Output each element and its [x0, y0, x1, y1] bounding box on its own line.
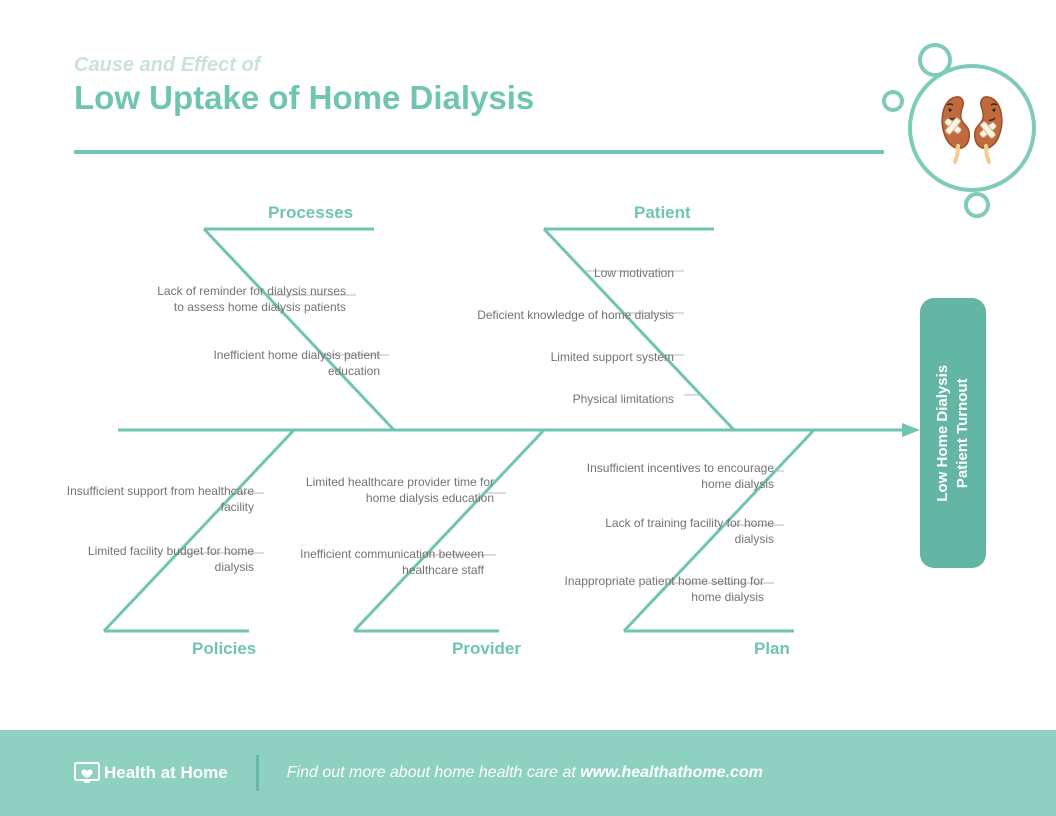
cause-text: Insufficient support from healthcare fac…	[54, 483, 254, 515]
effect-label: Low Home DialysisPatient Turnout	[933, 365, 974, 502]
category-label: Processes	[268, 203, 353, 223]
footer-divider	[256, 755, 259, 791]
cause-text: Insufficient incentives to encourage hom…	[574, 460, 774, 492]
kidney-icon	[908, 64, 1036, 192]
cause-text: Inefficient communication between health…	[284, 546, 484, 578]
footer-tagline: Find out more about home health care at …	[287, 764, 763, 782]
cause-text: Lack of reminder for dialysis nurses to …	[146, 283, 346, 315]
cause-text: Deficient knowledge of home dialysis	[474, 307, 674, 323]
cause-text: Physical limitations	[474, 391, 674, 407]
brand-name: Health at Home	[104, 763, 228, 783]
cause-text: Inappropriate patient home setting for h…	[564, 573, 764, 605]
decorative-circle	[882, 90, 904, 112]
category-label: Policies	[192, 639, 256, 659]
category-label: Patient	[634, 203, 691, 223]
category-label: Plan	[754, 639, 790, 659]
fishbone-diagram: Processes Lack of reminder for dialysis n…	[74, 195, 984, 675]
title-underline	[74, 150, 884, 154]
footer: Health at Home Find out more about home …	[0, 730, 1056, 816]
cause-text: Lack of training facility for home dialy…	[574, 515, 774, 547]
monitor-heart-icon	[74, 762, 100, 784]
page-title: Low Uptake of Home Dialysis	[74, 79, 534, 117]
category-label: Provider	[452, 639, 521, 659]
brand: Health at Home	[74, 762, 228, 784]
page-subtitle: Cause and Effect of	[74, 54, 534, 77]
cause-text: Low motivation	[474, 265, 674, 281]
cause-text: Limited healthcare provider time for hom…	[294, 474, 494, 506]
cause-text: Limited facility budget for home dialysi…	[54, 543, 254, 575]
cause-text: Inefficient home dialysis patient educat…	[180, 347, 380, 379]
cause-text: Limited support system	[474, 349, 674, 365]
effect-box: Low Home DialysisPatient Turnout	[920, 298, 986, 568]
